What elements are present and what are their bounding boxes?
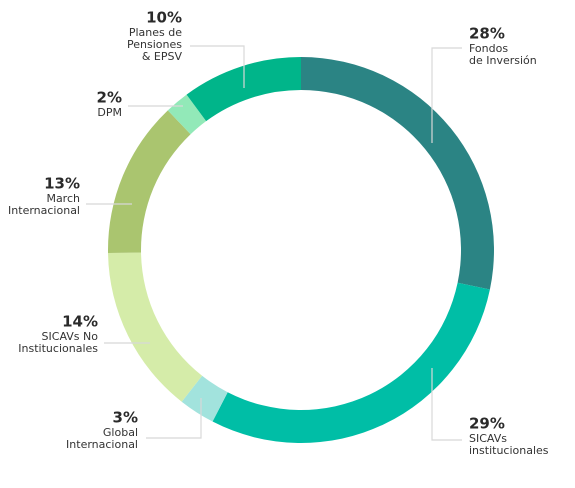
category-label: Internacional (8, 204, 80, 217)
donut-segment (186, 57, 301, 122)
value-label: 3% (113, 409, 138, 427)
value-label: 10% (146, 9, 182, 27)
value-label: 28% (469, 25, 505, 43)
leader-line (190, 45, 245, 88)
donut-segment (181, 375, 228, 422)
donut-segment (108, 252, 203, 402)
category-label: Internacional (66, 438, 138, 451)
category-label: & EPSV (142, 50, 183, 63)
category-label: SICAVs (469, 432, 507, 445)
category-label: Fondos (469, 42, 508, 55)
donut-segment (301, 57, 494, 290)
value-label: 13% (44, 175, 80, 193)
category-label: Pensiones (127, 38, 182, 51)
category-label: DPM (97, 106, 122, 119)
category-label: March (46, 192, 80, 205)
value-label: 14% (62, 313, 98, 331)
value-label: 29% (469, 415, 505, 433)
category-label: Global (103, 426, 138, 439)
category-label: Institucionales (18, 342, 98, 355)
donut-segment (212, 282, 490, 443)
leader-line (146, 398, 202, 439)
category-label: institucionales (469, 444, 549, 457)
leader-line (431, 368, 462, 441)
category-label: de Inversión (469, 54, 537, 67)
leader-line (431, 47, 462, 143)
category-label: Planes de (129, 26, 182, 39)
value-label: 2% (97, 89, 122, 107)
donut-segment (167, 94, 207, 135)
donut-segment (108, 110, 191, 254)
category-label: SICAVs No (42, 330, 99, 343)
